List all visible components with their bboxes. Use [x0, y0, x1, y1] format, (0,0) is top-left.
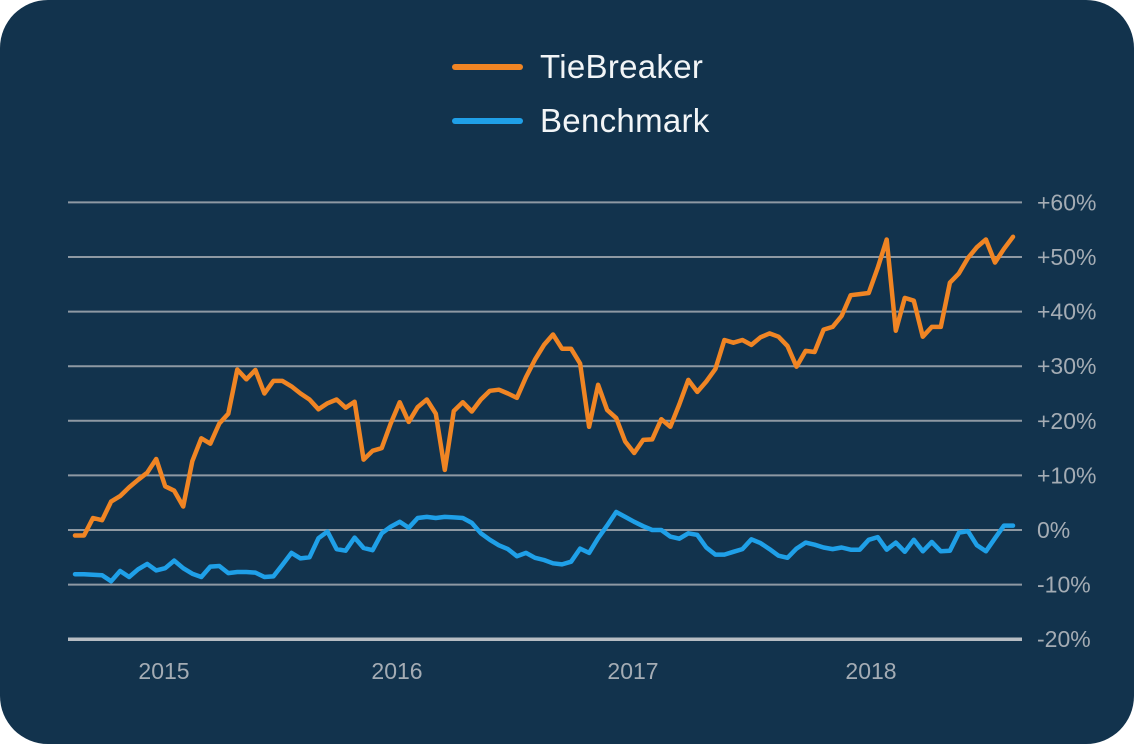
y-axis-label: +50% — [1037, 244, 1096, 270]
legend: TieBreaker Benchmark — [452, 44, 710, 143]
benchmark-line-swatch — [452, 117, 523, 124]
y-axis-label: 0% — [1037, 517, 1070, 543]
benchmark-line — [72, 509, 1016, 584]
x-axis-label: 2017 — [607, 658, 658, 684]
x-axis-label: 2015 — [138, 658, 189, 684]
legend-item-benchmark: Benchmark — [452, 98, 710, 143]
legend-label-benchmark: Benchmark — [540, 102, 710, 139]
y-axis-label: +40% — [1037, 299, 1096, 325]
y-axis-label: +30% — [1037, 353, 1096, 379]
y-axis-label: +20% — [1037, 408, 1096, 434]
y-axis-label: -20% — [1037, 626, 1091, 652]
tiebreaker-line-swatch — [452, 63, 523, 70]
legend-item-tiebreaker: TieBreaker — [452, 44, 710, 89]
y-axis-label: +60% — [1037, 189, 1096, 215]
legend-label-tiebreaker: TieBreaker — [540, 48, 704, 85]
x-axis-label: 2018 — [845, 658, 896, 684]
x-axis-label: 2016 — [371, 658, 422, 684]
y-axis-label: +10% — [1037, 462, 1096, 488]
y-axis-label: -10% — [1037, 572, 1091, 598]
tiebreaker-line — [72, 234, 1016, 538]
